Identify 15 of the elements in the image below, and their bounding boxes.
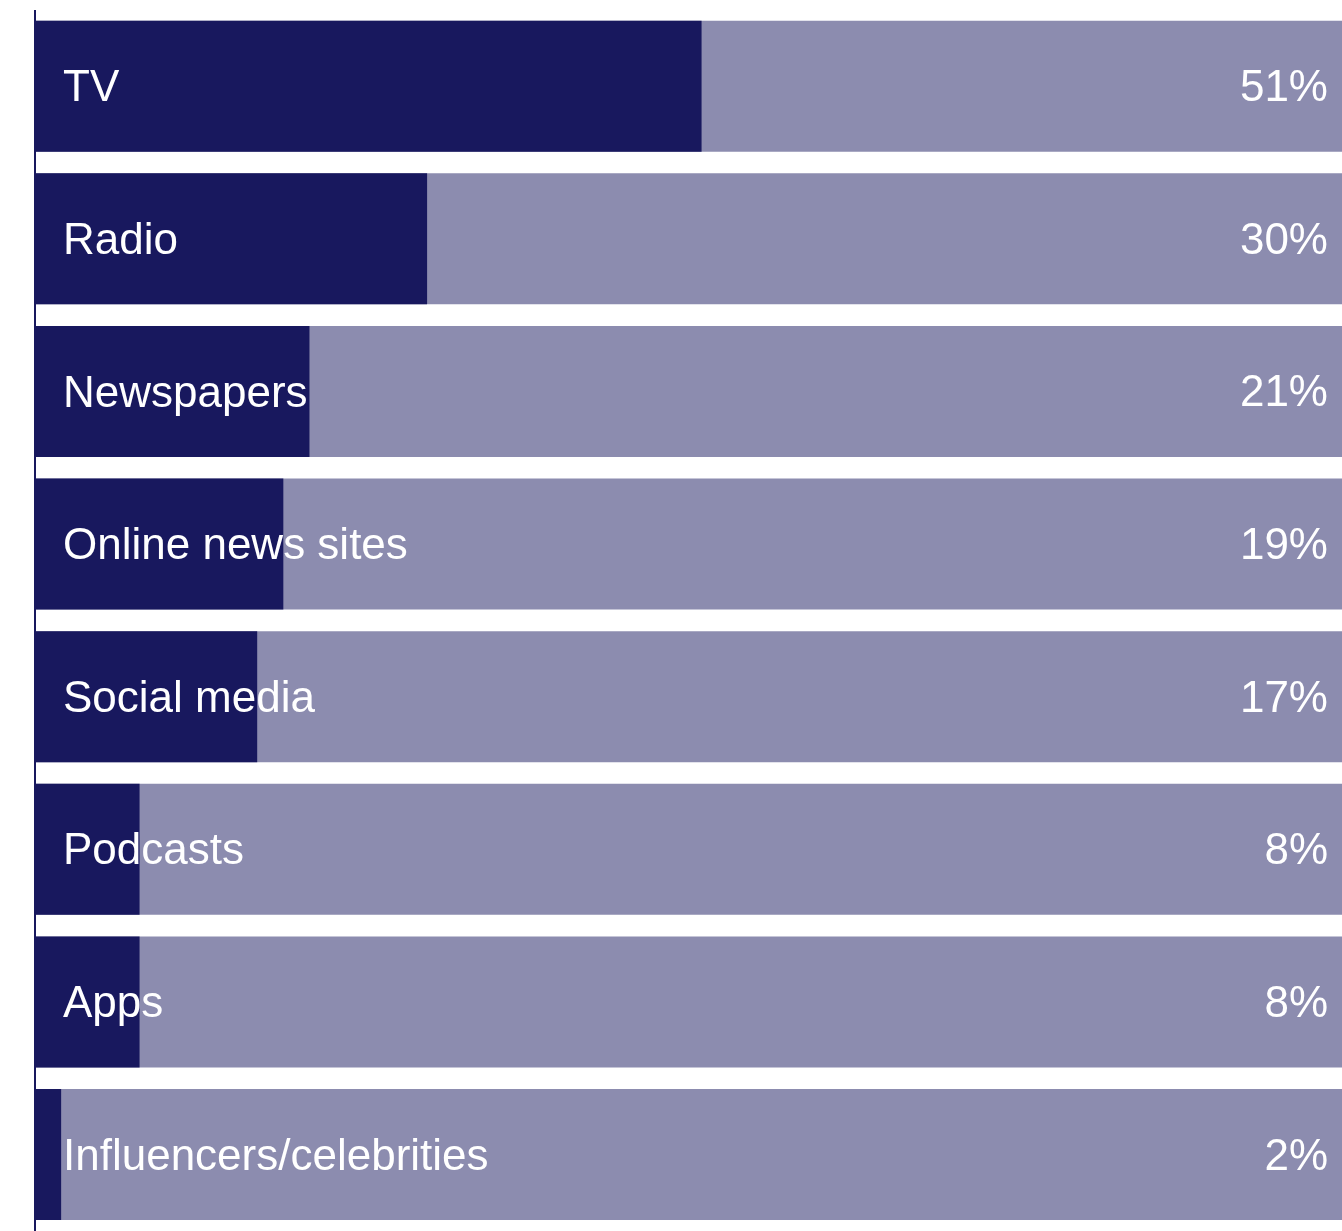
data-label: 51%: [1239, 61, 1328, 111]
y-tick-label: TV: [63, 61, 120, 111]
data-label: 30%: [1239, 213, 1328, 263]
y-tick-label: Influencers/celebrities: [63, 1129, 489, 1179]
data-label: 17%: [1239, 671, 1328, 721]
data-label: 21%: [1239, 366, 1328, 416]
y-tick-label: Online news sites: [63, 519, 408, 569]
y-tick-label: Social media: [63, 671, 316, 721]
y-tick-label: Radio: [63, 213, 178, 263]
y-tick-label: Apps: [63, 977, 164, 1027]
data-label: 8%: [1264, 824, 1328, 874]
data-label: 19%: [1239, 519, 1328, 569]
y-tick-label: Newspapers: [63, 366, 308, 416]
data-label: 2%: [1264, 1129, 1328, 1179]
data-label: 8%: [1264, 976, 1328, 1026]
